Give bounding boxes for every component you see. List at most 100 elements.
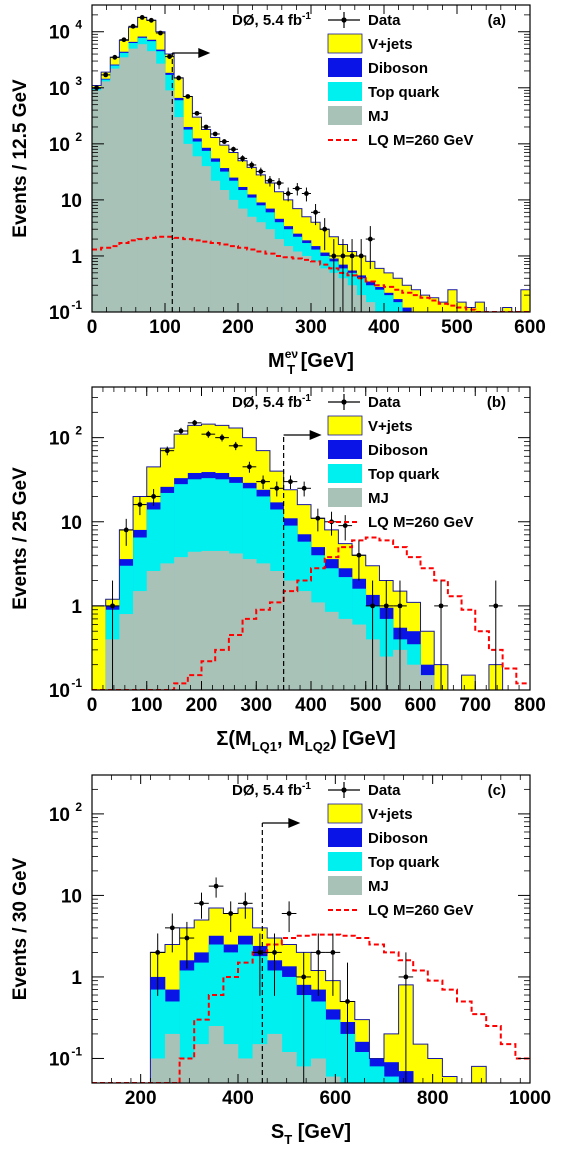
legend-swatch-vjets xyxy=(327,415,363,436)
data-point xyxy=(265,175,275,187)
x-tick-label: 500 xyxy=(441,317,473,338)
data-point xyxy=(174,427,188,435)
legend-label-data: Data xyxy=(368,782,401,799)
legend-label-lq: LQ M=260 GeV xyxy=(368,514,473,531)
mj-bin xyxy=(192,156,202,312)
y-tick-exp: 2 xyxy=(75,800,82,814)
data-point xyxy=(187,419,202,426)
legend-label-mj: MJ xyxy=(368,108,389,125)
x-tick-label: 800 xyxy=(417,1088,449,1109)
legend-data-marker xyxy=(341,787,347,793)
lumi-sup: -1 xyxy=(302,393,311,404)
x-label-part: ) [GeV] xyxy=(330,728,396,750)
lq-signal-line xyxy=(92,536,530,690)
data-point xyxy=(356,239,366,312)
y-tick-exp: 2 xyxy=(75,130,82,144)
data-marker xyxy=(383,603,389,609)
data-marker xyxy=(221,139,227,144)
data-marker xyxy=(169,925,175,931)
vjets-bin xyxy=(411,289,421,312)
x-tick-label: 100 xyxy=(131,695,163,716)
x-label-part: [GeV] xyxy=(295,350,354,372)
data-marker xyxy=(167,54,172,60)
data-point xyxy=(269,481,284,497)
data-marker xyxy=(212,131,218,137)
data-marker xyxy=(315,515,321,521)
mj-bin xyxy=(320,268,330,312)
data-point xyxy=(238,155,248,162)
mj-bin xyxy=(215,550,230,690)
top-bin xyxy=(238,944,253,1083)
legend-swatch-diboson xyxy=(328,440,362,459)
x-label-part: Σ(M xyxy=(216,728,251,750)
mj-bin xyxy=(194,1044,210,1083)
y-tick-label: 10 xyxy=(61,191,82,212)
legend-label-lq: LQ M=260 GeV xyxy=(368,132,473,149)
mj-bin xyxy=(283,580,298,690)
data-point xyxy=(292,183,302,196)
legend-swatch-diboson xyxy=(328,828,362,847)
data-point xyxy=(274,178,284,190)
mj-bin xyxy=(160,563,175,690)
data-point xyxy=(283,475,298,489)
legend-swatch-top xyxy=(328,82,362,101)
experiment-text: DØ, 5.4 fb xyxy=(232,782,302,799)
x-tick-label: 500 xyxy=(350,695,382,716)
data-point xyxy=(119,37,129,43)
top-bin xyxy=(369,1066,385,1083)
vjets-bin xyxy=(520,289,530,312)
legend-entry-top: Top quark xyxy=(328,464,440,483)
mj-bin xyxy=(406,664,421,690)
data-point xyxy=(283,187,293,202)
cut-arrow-head xyxy=(309,430,322,440)
data-marker xyxy=(493,603,499,609)
stack-outline xyxy=(92,16,530,312)
mj-bin xyxy=(201,550,216,690)
data-point xyxy=(192,110,202,116)
top-bin xyxy=(384,1076,399,1083)
experiment-label: DØ, 5.4 fb-1 xyxy=(232,781,311,799)
vjets-bin xyxy=(427,1058,443,1083)
mj-bin xyxy=(311,1058,326,1083)
mj-bin xyxy=(420,675,435,690)
mj-bin xyxy=(292,251,303,312)
legend-entry-data: Data xyxy=(328,12,401,29)
legend-label-diboson: Diboson xyxy=(368,442,428,459)
legend-entry-lq: LQ M=260 GeV xyxy=(328,902,473,919)
data-point xyxy=(194,892,209,919)
data-point xyxy=(150,933,165,996)
data-point xyxy=(110,54,120,60)
legend: Data V+jets Diboson Top quark MJ LQ M=260 GeV xyxy=(327,782,473,919)
data-marker xyxy=(155,949,161,955)
data-marker xyxy=(103,72,109,78)
data-point xyxy=(137,15,147,20)
data-point xyxy=(223,901,238,933)
legend-entry-lq: LQ M=260 GeV xyxy=(328,514,473,531)
mj-bin xyxy=(301,255,312,312)
cut-arrow-head xyxy=(288,818,301,828)
data-marker xyxy=(185,94,191,99)
y-axis-label: Events / 25 GeV xyxy=(10,467,31,610)
data-marker xyxy=(242,900,248,906)
legend-swatch-top xyxy=(328,852,362,871)
x-axis-label: Σ(MLQ1, MLQ2) [GeV] xyxy=(216,728,395,754)
top-bin xyxy=(325,1019,341,1083)
y-tick-label: 10 xyxy=(61,513,82,534)
y-tick-label: 10 -1 xyxy=(49,1044,82,1070)
mj-bin xyxy=(201,166,211,312)
data-marker xyxy=(315,949,321,955)
data-marker xyxy=(294,186,300,191)
mj-bin xyxy=(92,90,102,312)
x-label-part: S xyxy=(271,1121,284,1143)
data-marker xyxy=(340,253,346,259)
x-tick-label: 400 xyxy=(222,1088,254,1109)
data-point xyxy=(247,161,257,170)
data-marker xyxy=(240,155,245,161)
data-point xyxy=(155,30,165,36)
data-point xyxy=(165,913,180,953)
legend-label-mj: MJ xyxy=(368,490,389,507)
data-marker xyxy=(194,110,200,116)
plot-frame xyxy=(91,774,531,1084)
